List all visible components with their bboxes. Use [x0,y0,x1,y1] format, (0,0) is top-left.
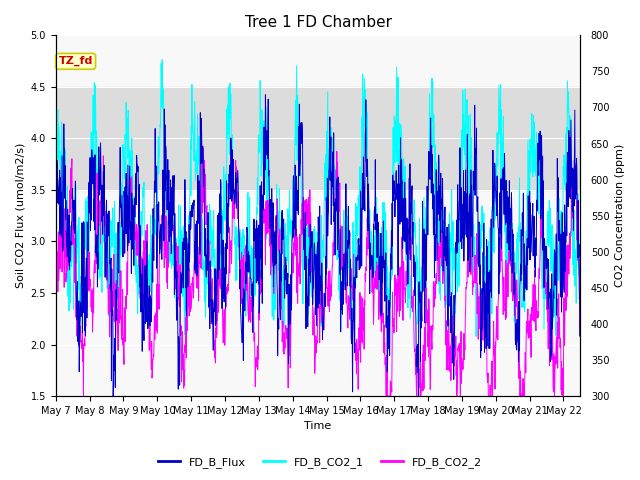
X-axis label: Time: Time [305,421,332,432]
Legend: FD_B_Flux, FD_B_CO2_1, FD_B_CO2_2: FD_B_Flux, FD_B_CO2_1, FD_B_CO2_2 [154,452,486,472]
Bar [56,87,580,190]
Y-axis label: CO2 Concentration (ppm): CO2 Concentration (ppm) [615,144,625,288]
Text: TZ_fd: TZ_fd [58,56,93,66]
Y-axis label: Soil CO2 Flux (umol/m2/s): Soil CO2 Flux (umol/m2/s) [15,143,25,288]
Title: Tree 1 FD Chamber: Tree 1 FD Chamber [244,15,392,30]
